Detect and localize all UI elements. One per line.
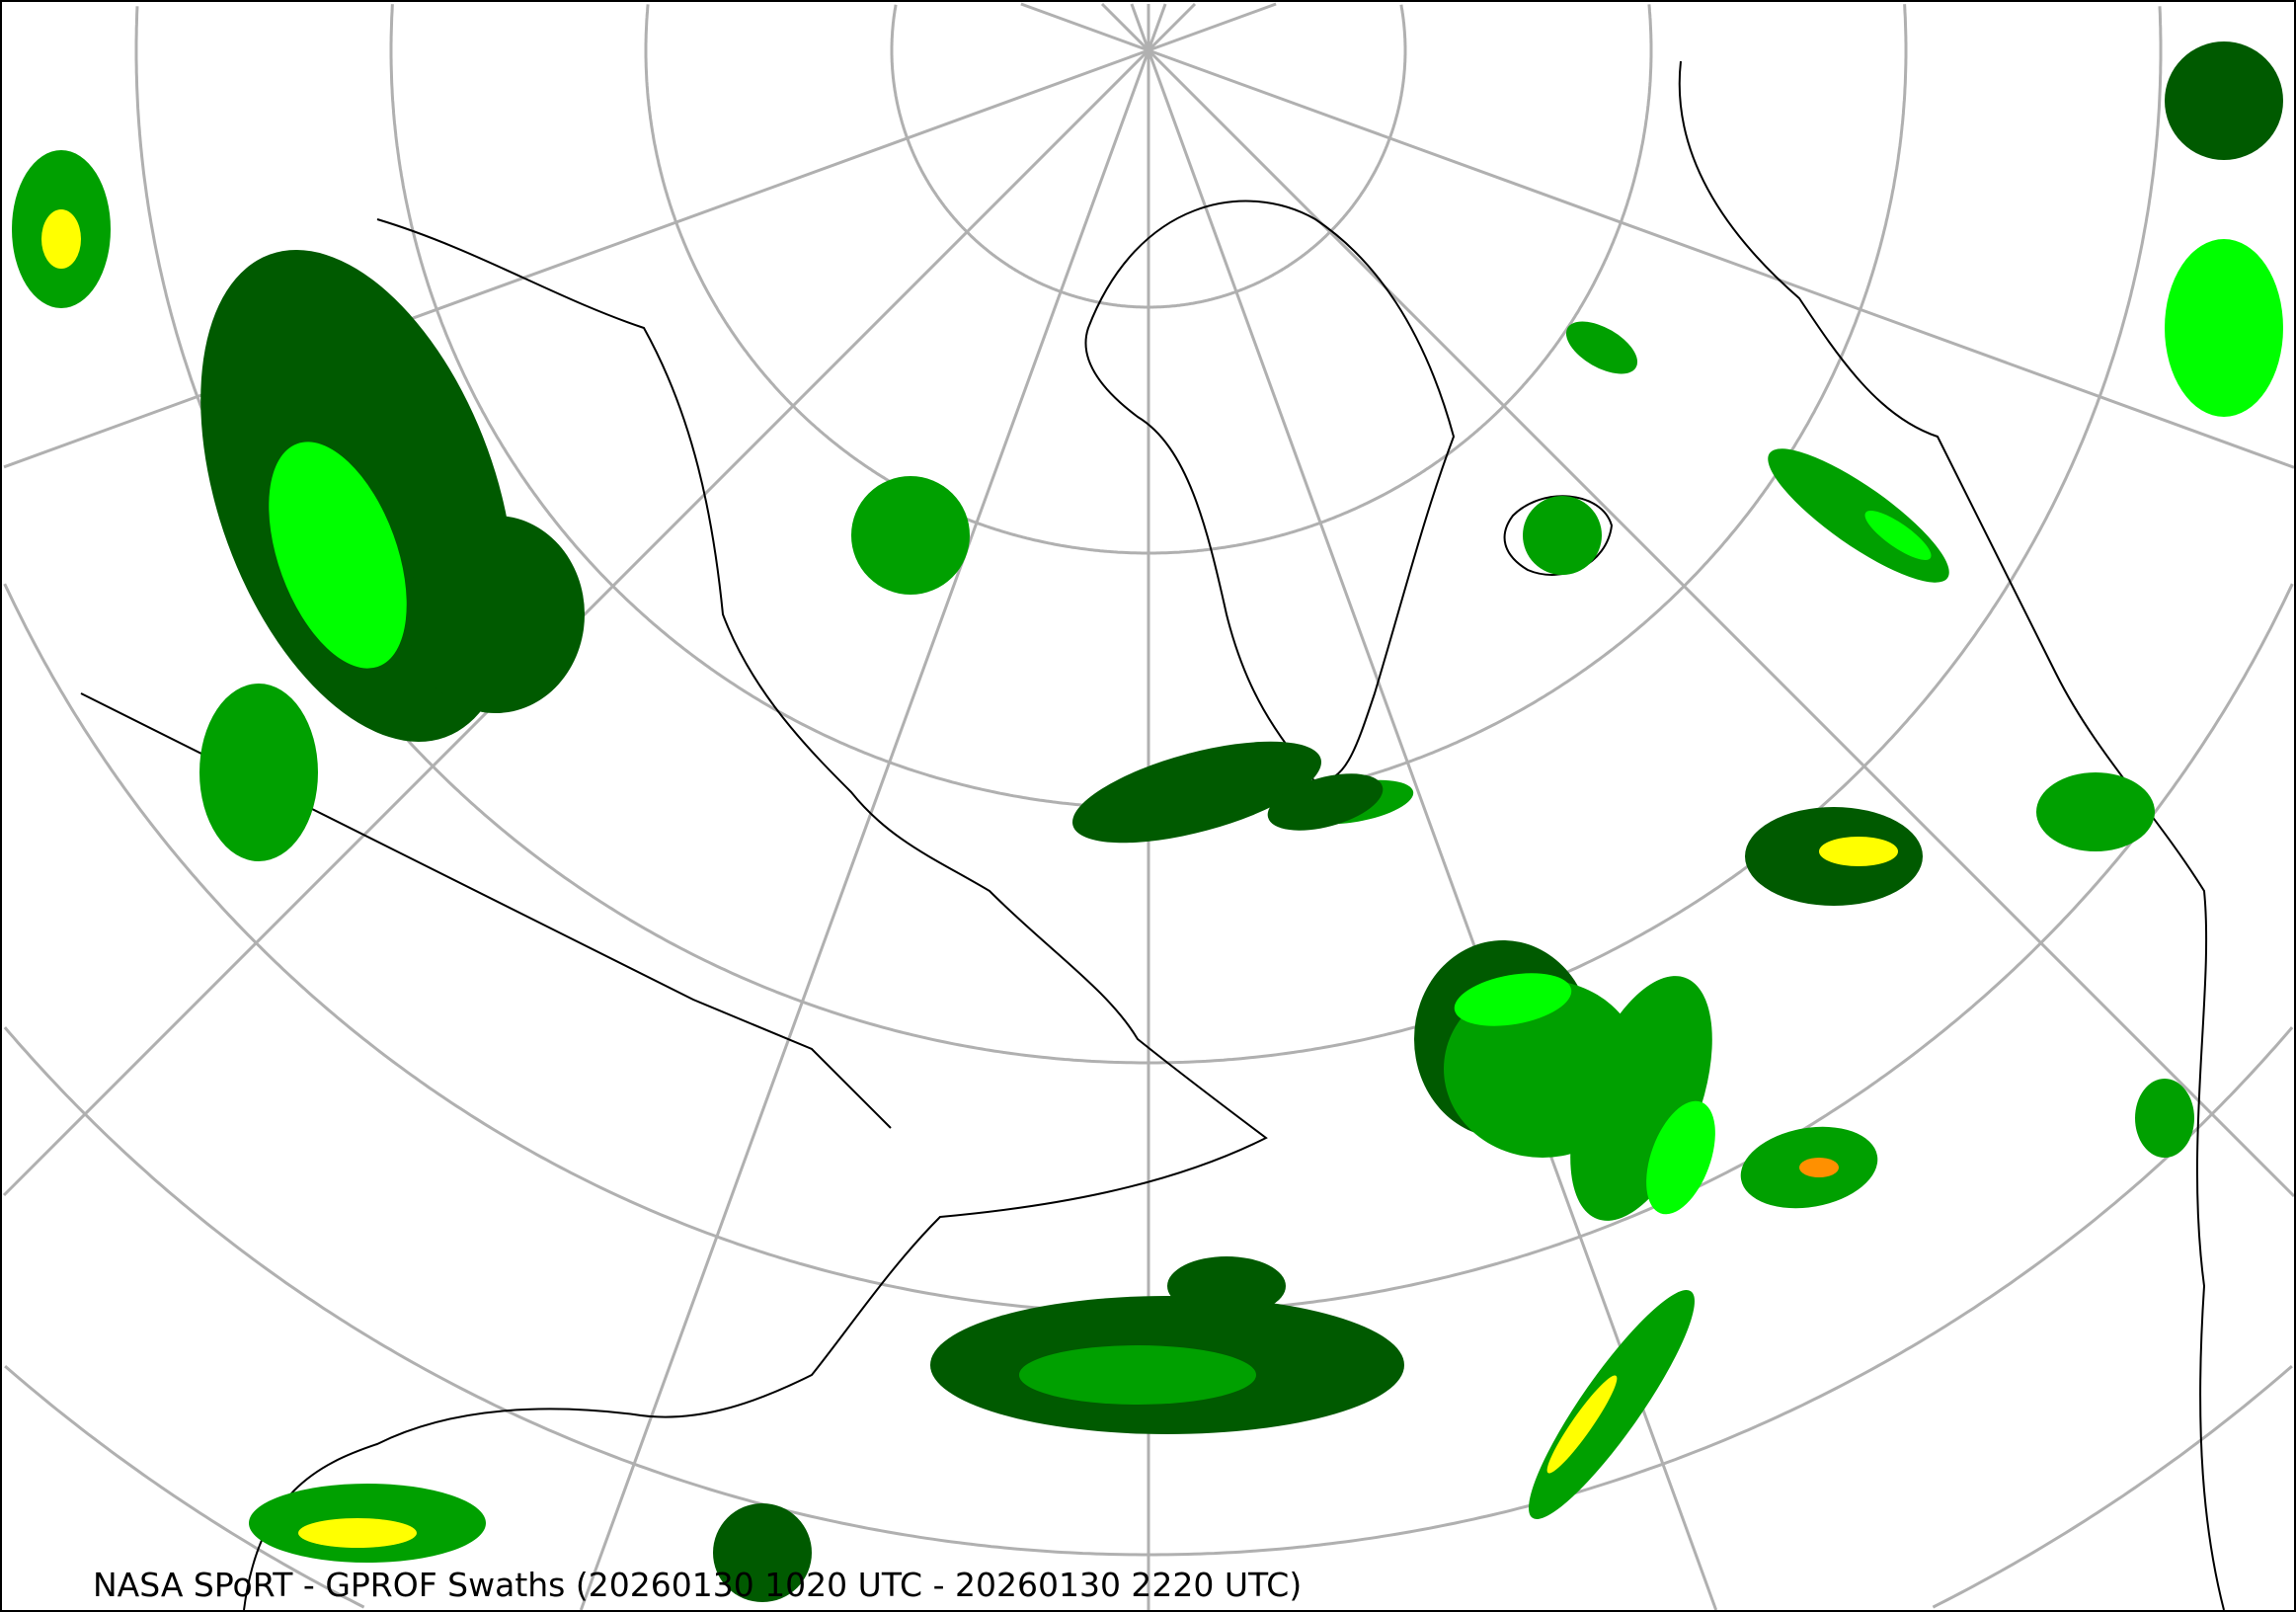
precip-area [1072,741,1321,844]
precip-area [713,1503,812,1602]
precip-area [1523,496,1602,575]
meridian-line [1148,2,1277,52]
precip-area [851,476,970,595]
precip-area [199,684,318,861]
us-canada-border [80,692,892,1129]
north-america-coast [243,218,1268,1610]
precip-area [2135,1079,2194,1158]
precip-area [298,1518,417,1548]
meridian-line [1100,2,1150,52]
map-title: NASA SPoRT - GPROF Swaths (20260130 1020… [93,1566,1303,1604]
meridian-line [1147,3,1167,51]
meridian-line [3,48,1149,469]
precip-area [1768,448,1949,583]
precip-area [1799,1158,1839,1177]
latitude-circle [4,1364,2293,1609]
precip-area [1646,1100,1715,1215]
precip-area [2036,772,2155,851]
precip-area [1267,773,1384,831]
precip-area [269,442,407,669]
precip-area [1819,837,1898,866]
precip-area [1454,973,1572,1026]
precip-area [2165,41,2283,160]
precip-area [407,516,585,713]
meridian-line [1147,48,2294,1198]
meridian-line [579,49,1150,1610]
precipitation-swaths [12,41,2283,1602]
precip-area [41,209,81,269]
precip-area [2165,239,2283,417]
europe-coast [1678,60,2225,1610]
precip-area [1529,1290,1695,1519]
meridian-line [1148,48,2294,469]
precip-area [1864,511,1932,560]
greenland-outline [1084,200,1456,784]
precip-area [1167,1256,1286,1316]
precip-area [1565,321,1638,374]
meridian-line [1130,3,1150,51]
precip-area [1019,1345,1256,1405]
latitude-circle [890,4,1407,309]
meridian-line [1020,2,1149,52]
precip-area [1546,1375,1618,1474]
latitude-circle [644,4,1653,555]
meridian-line [1147,2,1197,52]
